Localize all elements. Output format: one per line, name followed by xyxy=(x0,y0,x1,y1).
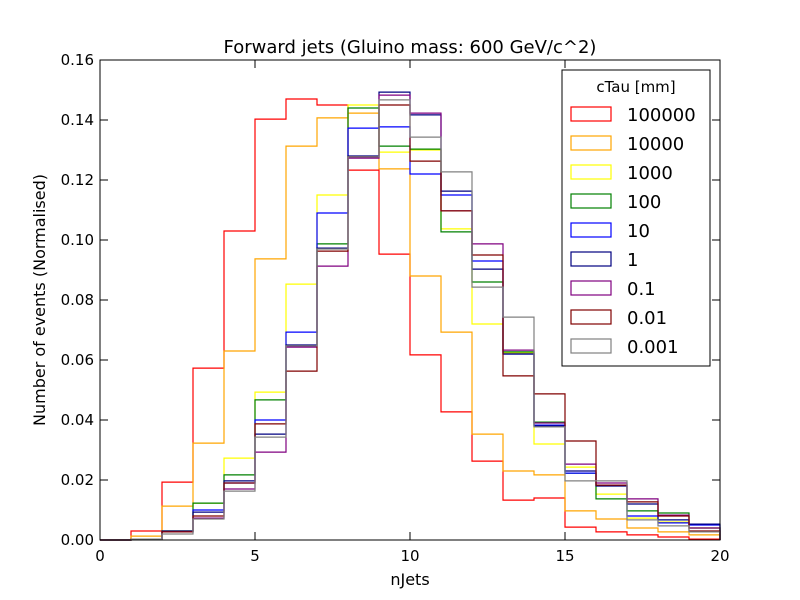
y-tick-label: 0.02 xyxy=(61,471,94,489)
legend-swatch-4 xyxy=(570,222,612,238)
legend-label-3: 100 xyxy=(627,192,661,213)
legend-label-7: 0.01 xyxy=(627,308,667,329)
legend-swatch-8 xyxy=(570,338,612,354)
legend-swatch-3 xyxy=(570,193,612,209)
x-tick-label: 15 xyxy=(555,547,574,565)
series-line-1 xyxy=(100,112,721,541)
y-tick-label: 0.00 xyxy=(61,531,94,549)
x-tick-label: 10 xyxy=(400,547,419,565)
legend-label-0: 100000 xyxy=(627,105,696,126)
y-tick-label: 0.16 xyxy=(61,51,94,69)
legend-label-4: 10 xyxy=(627,221,650,242)
legend-label-8: 0.001 xyxy=(627,337,679,358)
legend-swatch-1 xyxy=(570,135,612,151)
y-tick-label: 0.06 xyxy=(61,351,94,369)
legend-label-6: 0.1 xyxy=(627,279,656,300)
y-tick-label: 0.08 xyxy=(61,291,94,309)
x-tick-label: 20 xyxy=(710,547,729,565)
x-tick-label: 5 xyxy=(250,547,260,565)
x-axis-label: nJets xyxy=(390,570,429,589)
chart-title: Forward jets (Gluino mass: 600 GeV/c^2) xyxy=(224,37,597,58)
y-tick-label: 0.04 xyxy=(61,411,94,429)
x-tick-label: 0 xyxy=(95,547,105,565)
legend-label-1: 10000 xyxy=(627,134,684,155)
legend-swatch-7 xyxy=(570,309,612,325)
legend-title: cTau [mm] xyxy=(596,78,675,96)
y-tick-label: 0.12 xyxy=(61,171,94,189)
series-layer xyxy=(100,91,721,541)
legend: cTau [mm] 100000 10000 1000 100 10 1 0.1 0.01 0.0… xyxy=(561,69,711,367)
axis-ticks: 0 5 10 15 20 0.00 0.02 0.04 0.06 0.08 0.10 0.12 0.14… xyxy=(61,51,730,565)
legend-swatch-6 xyxy=(570,280,612,296)
legend-swatch-2 xyxy=(570,164,612,180)
legend-swatch-5 xyxy=(570,251,612,267)
legend-label-5: 1 xyxy=(627,250,638,271)
y-tick-label: 0.10 xyxy=(61,231,94,249)
y-axis-label: Number of events (Normalised) xyxy=(30,174,49,426)
legend-box xyxy=(561,69,711,367)
series-line-0 xyxy=(100,98,721,541)
legend-label-2: 1000 xyxy=(627,163,673,184)
series-line-8 xyxy=(100,99,721,541)
y-tick-label: 0.14 xyxy=(61,111,94,129)
legend-swatch-0 xyxy=(570,106,612,122)
